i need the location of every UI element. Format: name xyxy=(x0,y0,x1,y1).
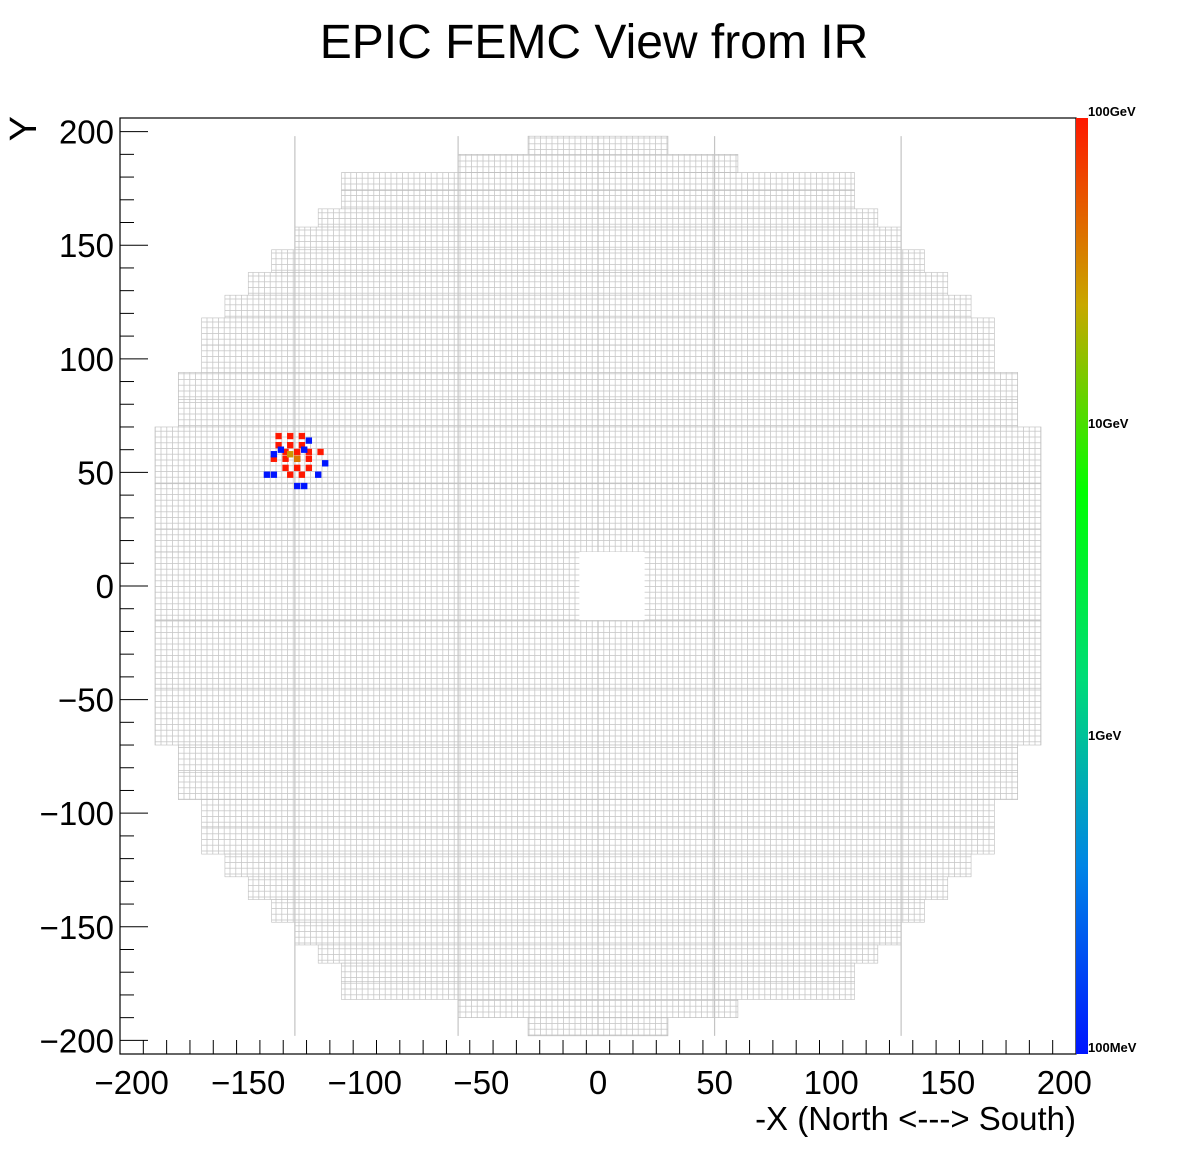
y-tick-label: 50 xyxy=(77,454,114,491)
y-tick-label: −200 xyxy=(40,1022,114,1059)
y-tick-label: 100 xyxy=(59,341,114,378)
x-tick-label: 150 xyxy=(920,1064,975,1101)
hit-cell xyxy=(298,432,306,440)
colorbar-label: 100GeV xyxy=(1088,104,1136,119)
hit-cell xyxy=(270,451,278,458)
hit-cell xyxy=(282,455,289,462)
energy-hits xyxy=(263,432,329,490)
hit-cell xyxy=(322,460,329,467)
colorbar xyxy=(1076,118,1088,1054)
y-tick-label: 150 xyxy=(59,227,114,264)
hit-cell xyxy=(277,446,285,453)
hit-cell xyxy=(287,441,294,449)
colorbar-label: 1GeV xyxy=(1088,728,1122,743)
y-tick-label: −100 xyxy=(40,795,114,832)
y-tick-label: −150 xyxy=(40,909,114,946)
colorbar-label: 100MeV xyxy=(1088,1040,1137,1055)
hit-cell xyxy=(270,471,278,478)
x-tick-label: 100 xyxy=(804,1064,859,1101)
hit-cell xyxy=(294,482,301,490)
hit-cell xyxy=(275,432,282,440)
hit-cell xyxy=(305,455,313,462)
hit-cell xyxy=(301,446,308,453)
hit-cell xyxy=(287,432,294,440)
hit-cell xyxy=(317,448,324,456)
x-tick-label: −200 xyxy=(94,1064,168,1101)
x-tick-label: 0 xyxy=(589,1064,607,1101)
x-tick-label: −100 xyxy=(328,1064,402,1101)
hit-cell xyxy=(305,464,313,472)
beam-hole xyxy=(579,551,645,621)
hit-cell xyxy=(298,471,306,478)
hit-cell xyxy=(287,451,294,458)
colorbar-labels: 100GeV 10GeV 1GeV 100MeV xyxy=(1088,104,1137,1055)
hit-cell xyxy=(287,471,294,478)
y-axis-label: Y xyxy=(3,116,45,141)
hit-cell xyxy=(263,471,271,478)
hit-cell xyxy=(294,448,301,456)
x-tick-label: 200 xyxy=(1037,1064,1092,1101)
y-axis: 200 150 100 50 0 −50 −100 −150 −200 xyxy=(40,114,148,1059)
hit-cell xyxy=(282,464,289,472)
hit-cell xyxy=(315,471,322,478)
hit-cell xyxy=(294,464,301,472)
detector-cells xyxy=(154,135,1042,1037)
y-tick-label: 0 xyxy=(96,568,114,605)
x-axis: −200 −150 −100 −50 0 50 100 150 200 xyxy=(94,1040,1092,1101)
chart-title: EPIC FEMC View from IR xyxy=(320,16,869,69)
y-tick-label: 200 xyxy=(59,114,114,151)
x-tick-label: 50 xyxy=(696,1064,733,1101)
x-tick-label: −150 xyxy=(211,1064,285,1101)
hit-cell xyxy=(301,482,308,490)
y-tick-label: −50 xyxy=(58,682,114,719)
colorbar-label: 10GeV xyxy=(1088,416,1129,431)
hit-cell xyxy=(305,437,313,444)
x-axis-label: -X (North <---> South) xyxy=(755,1100,1076,1137)
hit-cell xyxy=(294,455,301,462)
x-tick-label: −50 xyxy=(453,1064,509,1101)
